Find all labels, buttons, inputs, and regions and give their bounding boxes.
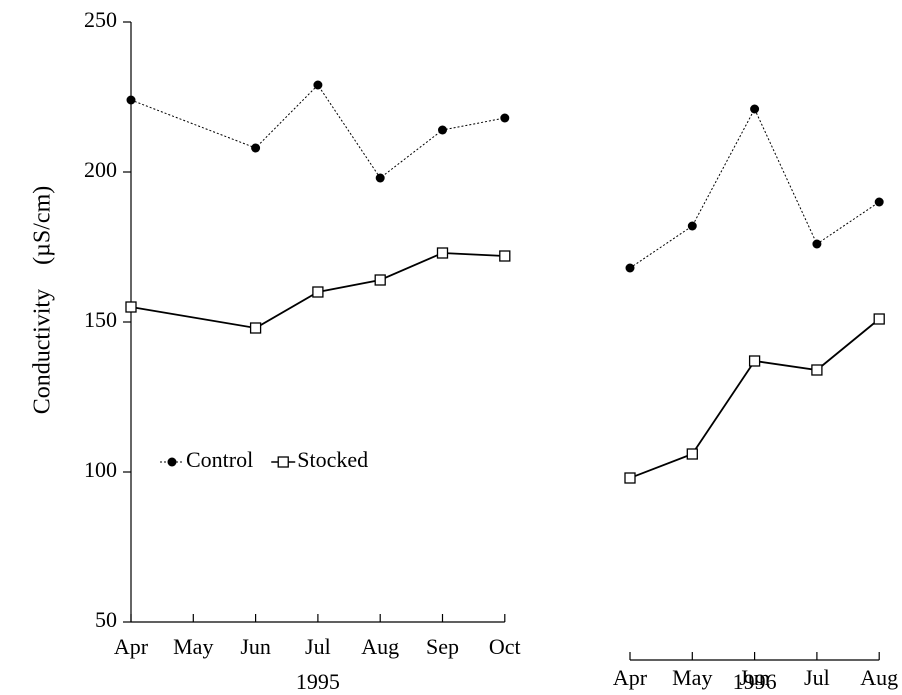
x-tick-label: Oct xyxy=(489,634,521,659)
point xyxy=(125,301,137,313)
x-tick-label: Jun xyxy=(739,665,770,690)
point xyxy=(374,274,386,286)
point xyxy=(686,448,698,460)
y-tick-label: 200 xyxy=(84,157,117,182)
y-axis-label: Conductivity (µS/cm) xyxy=(30,186,56,414)
point xyxy=(812,239,822,249)
x-tick-label: Aug xyxy=(860,665,898,690)
x-tick-label: Jun xyxy=(240,634,271,659)
x-tick-label: May xyxy=(173,634,213,659)
point xyxy=(750,104,760,114)
point xyxy=(251,143,261,153)
series-line xyxy=(130,84,505,179)
series-line xyxy=(629,318,880,479)
point xyxy=(874,197,884,207)
y-tick-label: 50 xyxy=(95,607,117,632)
point xyxy=(499,250,511,262)
point xyxy=(624,472,636,484)
point xyxy=(436,247,449,259)
x-tick-label: Aug xyxy=(361,634,399,659)
y-tick-label: 250 xyxy=(84,7,117,32)
point xyxy=(811,364,823,376)
point xyxy=(500,113,510,123)
point xyxy=(126,95,136,105)
point xyxy=(313,80,323,90)
point xyxy=(873,313,885,325)
x-tick-label: May xyxy=(672,665,712,690)
series-line xyxy=(130,252,505,329)
series-line xyxy=(629,107,880,269)
x-axis-label: 1996 xyxy=(733,669,777,694)
point xyxy=(312,286,324,298)
point xyxy=(687,221,697,231)
y-tick-label: 100 xyxy=(84,457,117,482)
x-tick-label: Jul xyxy=(804,665,830,690)
y-tick-label: 150 xyxy=(84,307,117,332)
point xyxy=(748,355,761,367)
point xyxy=(625,263,635,273)
x-tick-label: Apr xyxy=(114,634,149,659)
point xyxy=(249,322,262,334)
x-tick-label: Sep xyxy=(426,634,459,659)
legend-label: Stocked xyxy=(297,447,368,472)
x-tick-label: Apr xyxy=(613,665,648,690)
point xyxy=(438,125,447,135)
point xyxy=(375,173,385,183)
legend-label: Control xyxy=(186,447,253,472)
legend-marker xyxy=(167,457,177,467)
x-tick-label: Jul xyxy=(305,634,331,659)
x-axis-label: 1995 xyxy=(296,669,340,694)
legend-marker xyxy=(277,456,289,468)
